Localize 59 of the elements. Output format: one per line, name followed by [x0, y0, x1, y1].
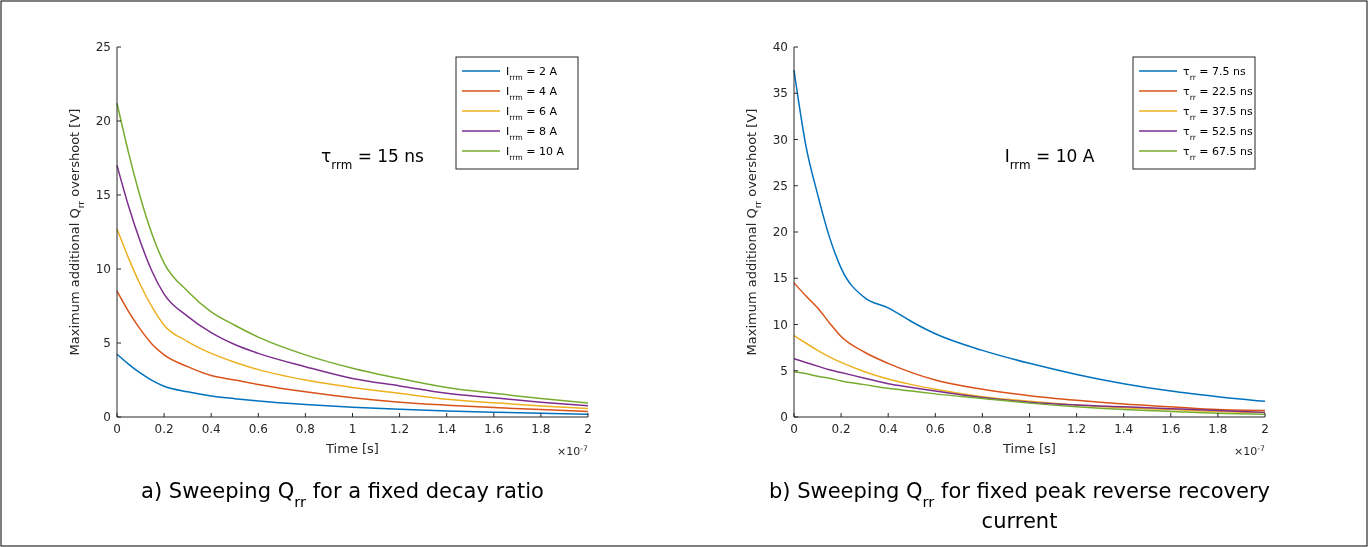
x-tick-label: 0.8: [972, 422, 992, 436]
x-tick-label: 1.2: [390, 422, 410, 436]
x-tick-label: 0.4: [201, 422, 221, 436]
x-tick-label: 1.8: [531, 422, 551, 436]
y-tick-label: 0: [780, 410, 788, 424]
x-tick-label: 0.2: [154, 422, 174, 436]
y-tick-label: 25: [772, 178, 788, 193]
y-tick-label: 15: [772, 271, 788, 286]
y-tick-label: 5: [103, 336, 111, 350]
line-series: [793, 282, 1266, 412]
legend-label: I$_{rrm}$ = 2 A: [506, 65, 558, 82]
y-tick-label: 5: [780, 363, 788, 378]
legend-label: I$_{rrm}$ = 6 A: [506, 105, 558, 122]
annotation: τ$_{rrm}$ = 15 ns: [321, 146, 425, 172]
x-tick-label: 2: [584, 422, 592, 436]
legend-label: τ$_{rr}$ = 67.5 ns: [1183, 145, 1253, 162]
y-tick-label: 20: [95, 114, 111, 128]
x-tick-label: 1.4: [1114, 422, 1134, 436]
legend-label: τ$_{rr}$ = 52.5 ns: [1183, 125, 1253, 142]
line-series: [116, 290, 589, 413]
y-tick-label: 15: [95, 188, 111, 202]
x-axis-title: Time [s]: [325, 441, 379, 456]
y-tick-label: 40: [772, 40, 788, 54]
text: ×10$^{-7}$: [557, 443, 589, 458]
x-tick-label: 1.6: [1161, 422, 1181, 436]
y-tick-label: 0: [103, 410, 111, 424]
legend-label: τ$_{rr}$ = 37.5 ns: [1183, 105, 1253, 122]
x-tick-label: 0.8: [295, 422, 315, 436]
x-axis-title: Time [s]: [1002, 441, 1056, 456]
annotation: I$_{rrm}$ = 10 A: [1004, 146, 1095, 172]
y-tick-label: 25: [95, 40, 111, 54]
x-tick-label: 1.8: [1208, 422, 1228, 436]
text: a) Sweeping Q$_{rr}$ for a fixed decay ratio: [141, 479, 544, 510]
line-series: [116, 228, 589, 410]
text: b) Sweeping Q$_{rr}$ for fixed peak reverse recovery current: [768, 479, 1271, 533]
x-tick-label: 0: [790, 422, 798, 436]
x-tick-label: 0.6: [248, 422, 268, 436]
legend-label: I$_{rrm}$ = 4 A: [506, 85, 558, 102]
x-tick-label: 1: [348, 422, 357, 436]
x-tick-label: 1.4: [437, 422, 457, 436]
x-tick-label: 0: [113, 422, 121, 436]
line-series: [793, 357, 1266, 414]
legend-label: I$_{rrm}$ = 10 A: [506, 145, 565, 162]
legend-label: I$_{rrm}$ = 8 A: [506, 125, 558, 142]
y-tick-label: 30: [772, 132, 788, 147]
y-tick-label: 10: [772, 317, 788, 332]
x-tick-label: 1: [1025, 422, 1034, 436]
y-tick-label: 10: [95, 262, 111, 276]
y-tick-label: 35: [772, 86, 788, 101]
x-tick-label: 2: [1261, 422, 1269, 436]
x-tick-label: 0.2: [831, 422, 851, 436]
text: ×10$^{-7}$: [1234, 443, 1266, 458]
y-tick-label: 20: [772, 225, 788, 239]
legend-label: τ$_{rr}$ = 7.5 ns: [1183, 65, 1246, 82]
x-tick-label: 1.2: [1067, 422, 1087, 436]
legend-label: τ$_{rr}$ = 22.5 ns: [1183, 85, 1253, 102]
x-tick-label: 1.6: [484, 422, 504, 436]
x-tick-label: 0.4: [878, 422, 898, 436]
x-tick-label: 0.6: [925, 422, 945, 436]
